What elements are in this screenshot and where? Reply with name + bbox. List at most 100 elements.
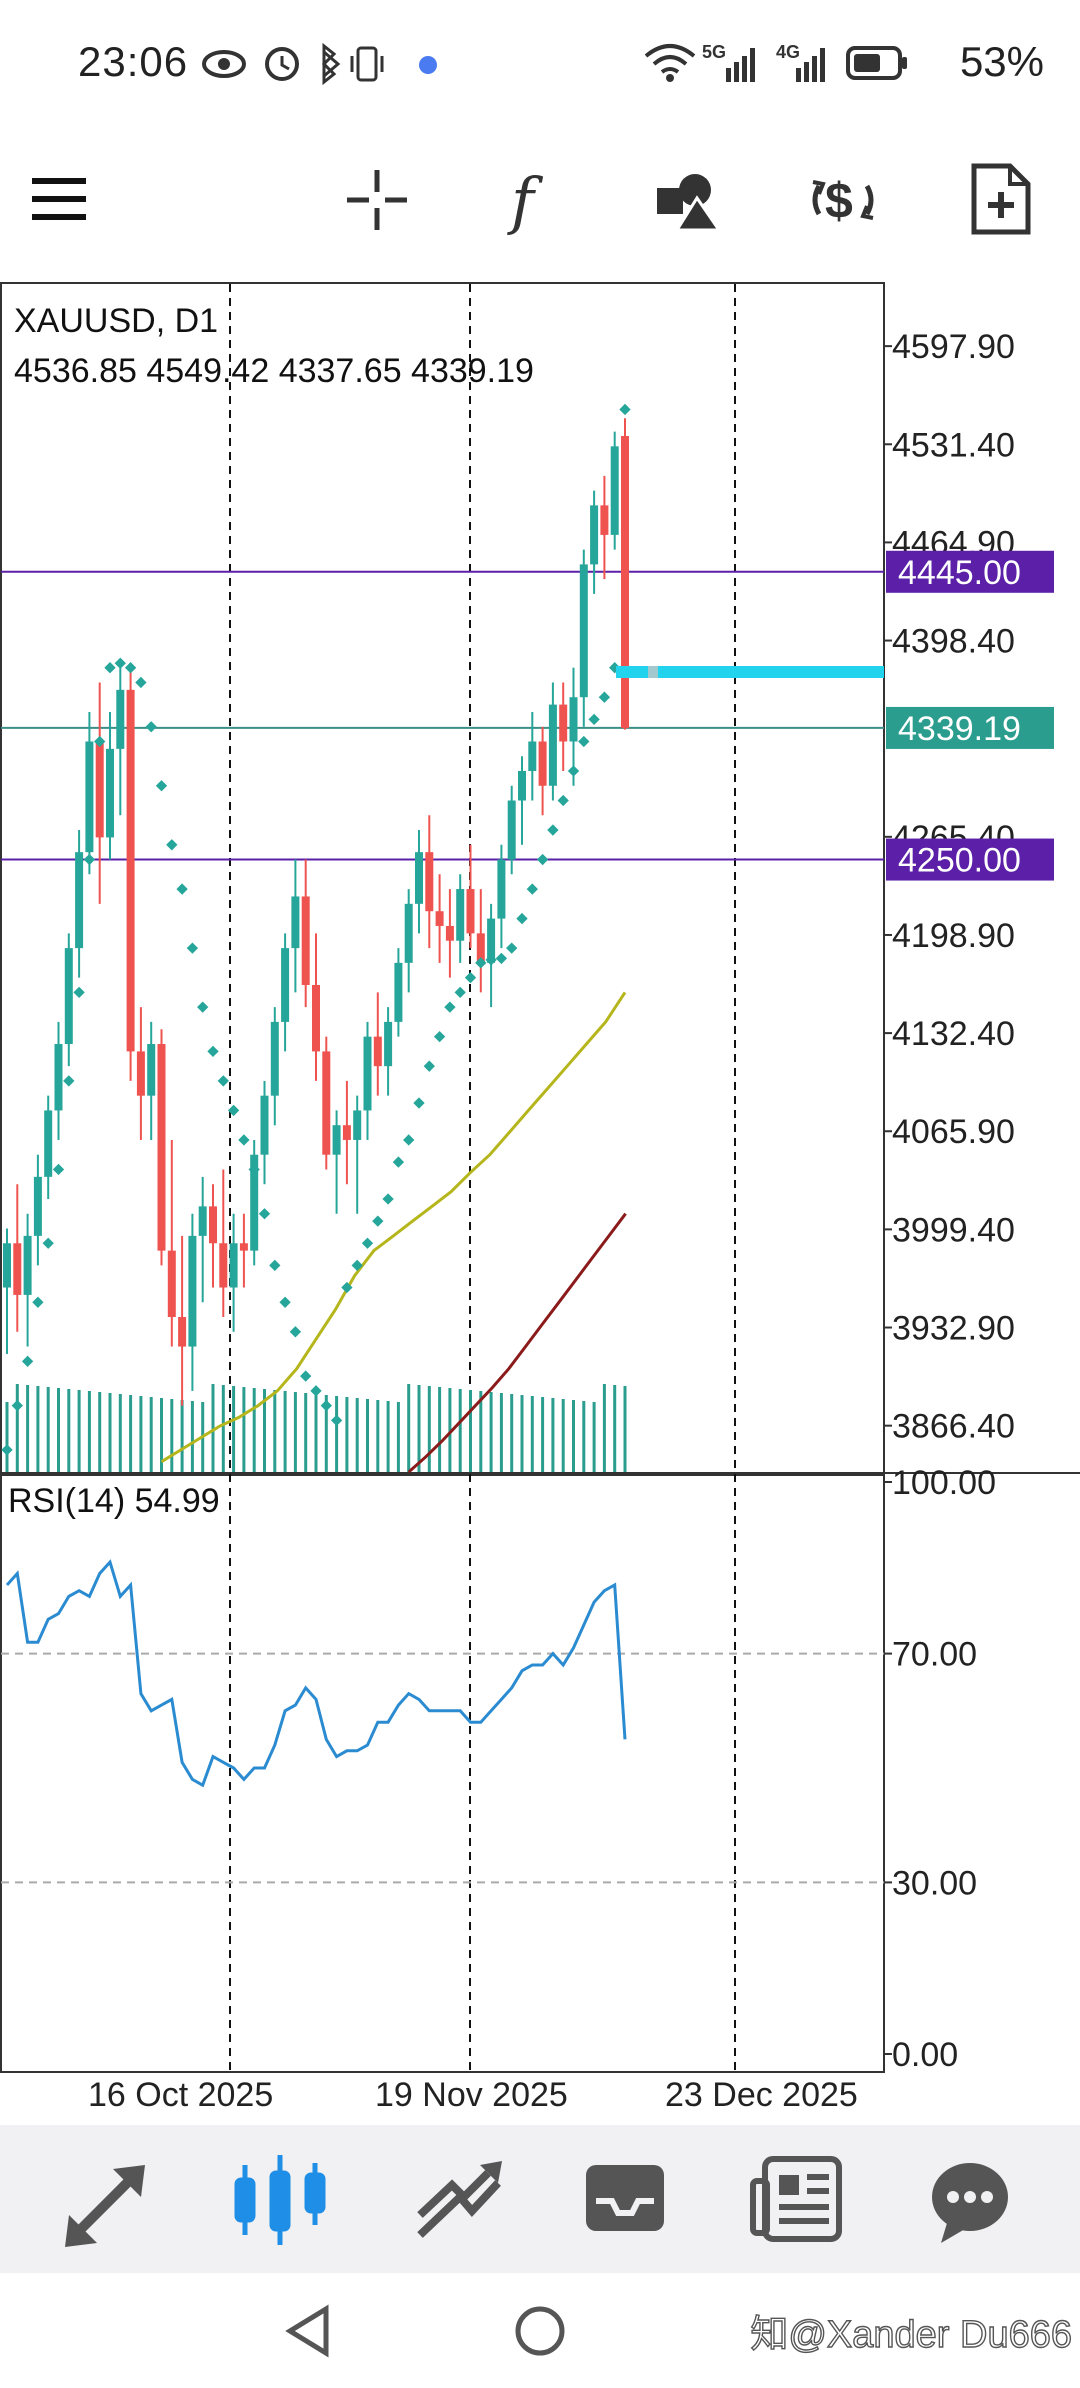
price-chart[interactable]: 4597.904531.404464.904398.404265.404198.…: [0, 282, 1080, 2122]
sar-dot: [403, 1134, 415, 1146]
volume-bar: [417, 1385, 421, 1472]
sar-dot: [83, 853, 96, 866]
candle-body: [188, 1235, 197, 1347]
alarm-icon: [265, 47, 299, 81]
sar-dot: [516, 912, 528, 925]
chart-area[interactable]: 4597.90 4531.40 4464.90 4398.40 4265.40 4198.…: [0, 282, 1080, 2122]
volume-bar: [170, 1399, 174, 1472]
volume-bar: [98, 1392, 102, 1472]
price-axis-label: 4531.40: [892, 426, 1015, 464]
volume-bar: [273, 1390, 277, 1472]
volume-bar: [46, 1387, 50, 1472]
candle-body: [250, 1154, 259, 1251]
sar-dot: [73, 986, 85, 999]
rsi-label: RSI(14) 54.99: [8, 1482, 220, 1520]
bluetooth-icon: [321, 42, 341, 86]
rsi-axis-label: 30.00: [892, 1864, 977, 1902]
volume-bar: [386, 1401, 390, 1472]
rsi-axis-label: 0.00: [892, 2036, 958, 2074]
candle-body: [497, 859, 506, 919]
sar-dot: [42, 1237, 54, 1249]
home-icon[interactable]: [510, 2301, 570, 2361]
candle-body: [363, 1036, 372, 1111]
price-tag-label: 4250.00: [898, 842, 1021, 880]
sar-dot: [155, 780, 168, 792]
volume-bar: [458, 1389, 462, 1472]
status-notification-icons: [202, 42, 437, 86]
candle-body: [147, 1044, 156, 1096]
candle-body: [270, 1021, 279, 1096]
indicator-function-icon[interactable]: f: [505, 166, 565, 236]
new-order-icon[interactable]: [970, 162, 1032, 236]
volume-bar: [36, 1386, 40, 1472]
sar-dot: [248, 1163, 260, 1176]
volume-bar: [396, 1402, 400, 1472]
sar-dot: [578, 735, 590, 748]
date-axis-label: 23 Dec 2025: [665, 2076, 858, 2114]
candle-body: [219, 1243, 228, 1288]
sar-dot: [351, 1259, 363, 1272]
volume-bar: [623, 1386, 627, 1472]
main-chart-frame: [0, 282, 885, 1474]
nav-news-icon[interactable]: [725, 2125, 875, 2273]
price-tag: [886, 550, 1054, 593]
volume-bar: [366, 1399, 369, 1472]
back-icon[interactable]: [280, 2301, 340, 2361]
candle-body: [548, 704, 557, 786]
sar-dot: [320, 1399, 332, 1412]
candle-body: [590, 505, 599, 565]
candle-body: [579, 564, 588, 698]
volume-bar: [314, 1394, 318, 1472]
volume-bar: [242, 1387, 246, 1472]
crosshair-icon[interactable]: [345, 168, 409, 232]
eye-icon: [202, 50, 246, 78]
price-axis-label: 4597.90: [892, 328, 1015, 366]
sar-dot: [52, 1163, 65, 1176]
status-signal-icons: 5G 4G: [644, 42, 907, 82]
volume-bar: [489, 1392, 493, 1472]
candle-body: [229, 1243, 238, 1288]
sar-dot: [475, 957, 487, 969]
volume-bar: [530, 1396, 534, 1472]
sar-dot: [145, 721, 157, 733]
bottom-navigation: [0, 2125, 1080, 2273]
volume-bars: [5, 1384, 627, 1472]
trade-dollar-icon[interactable]: $: [805, 164, 881, 238]
candle-body: [332, 1125, 341, 1155]
nav-messages-icon[interactable]: [895, 2125, 1045, 2273]
candle-body: [167, 1250, 176, 1318]
status-bar: 23:06 5G 4G 53%: [0, 0, 1080, 130]
date-axis-label: 19 Nov 2025: [375, 2076, 568, 2114]
candle-body: [64, 948, 73, 1045]
candle-body: [507, 800, 516, 860]
rsi-chart-frame: [0, 1474, 885, 2073]
candle-body: [260, 1095, 269, 1155]
nav-history-icon[interactable]: [550, 2125, 700, 2273]
volume-bar: [427, 1386, 431, 1472]
sar-dot: [124, 662, 137, 674]
nav-chart-icon[interactable]: [205, 2125, 355, 2273]
sar-dot: [289, 1326, 302, 1338]
nav-quotes-icon[interactable]: [35, 2125, 185, 2273]
volume-bar: [613, 1385, 617, 1472]
candle-body: [456, 889, 465, 941]
candle-body: [198, 1206, 207, 1236]
candle-body: [621, 436, 629, 729]
sar-dot: [279, 1296, 291, 1308]
candle-body: [322, 1051, 331, 1155]
objects-icon[interactable]: [655, 170, 725, 234]
candle-body: [178, 1317, 187, 1347]
system-navigation: [0, 2273, 1080, 2388]
svg-text:$: $: [825, 173, 853, 229]
nav-trade-icon[interactable]: [380, 2125, 530, 2273]
sar-dot: [454, 986, 466, 999]
sar-dot: [176, 883, 188, 895]
volume-bar: [190, 1401, 194, 1472]
menu-icon[interactable]: [30, 170, 90, 230]
price-axis-label: 3932.90: [892, 1310, 1015, 1348]
sar-dot: [104, 662, 116, 674]
sar-dot: [567, 765, 580, 777]
status-time: 23:06: [78, 38, 189, 85]
price-axis-label: 4132.40: [892, 1015, 1015, 1053]
sar-dot: [423, 1060, 435, 1072]
